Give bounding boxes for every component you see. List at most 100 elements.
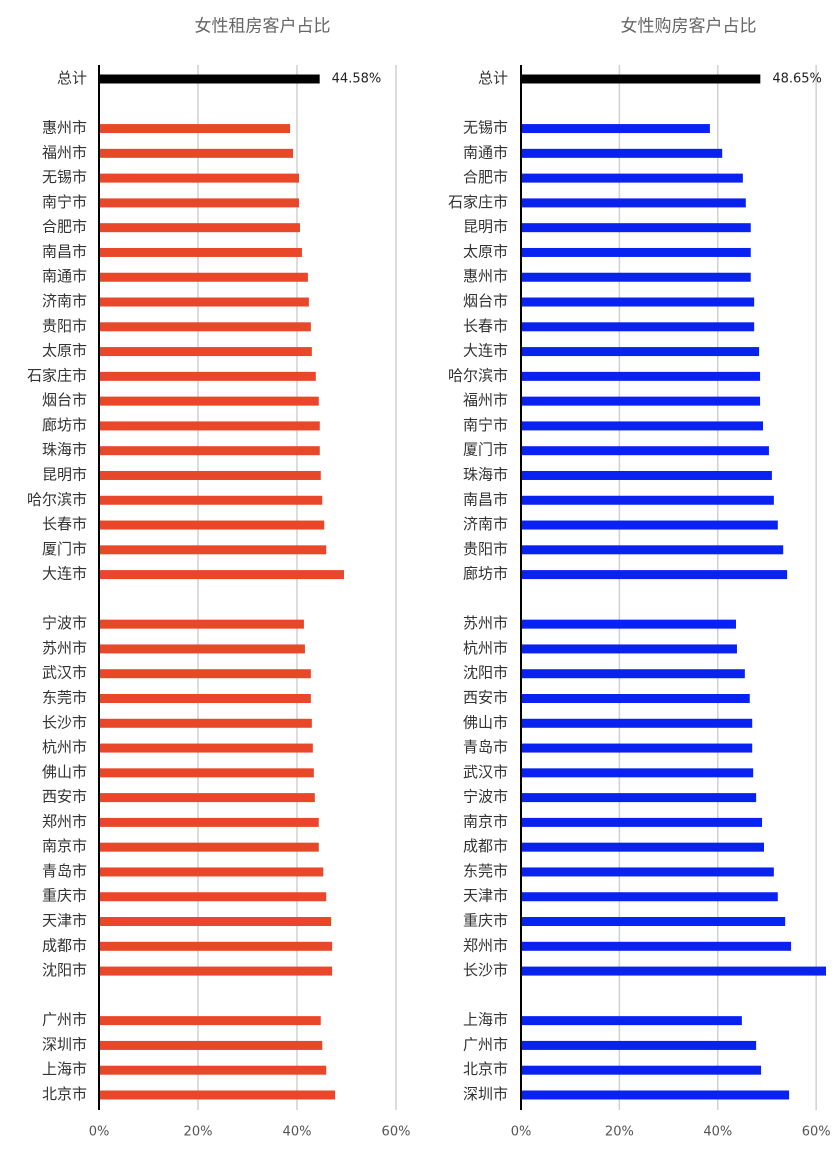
category-label: 石家庄市: [448, 193, 508, 211]
bar: [99, 619, 304, 629]
bar: [99, 1040, 323, 1050]
category-label: 石家庄市: [27, 366, 87, 384]
bar: [521, 124, 710, 134]
value-label: 44.58%: [332, 72, 382, 87]
category-label: 贵阳市: [463, 540, 508, 558]
category-label: 合肥市: [463, 168, 508, 186]
x-tick-label: 0%: [511, 1125, 532, 1140]
bar: [99, 470, 321, 480]
category-label: 佛山市: [463, 713, 508, 731]
bar: [521, 396, 761, 406]
bar: [521, 297, 755, 307]
x-tick-label: 40%: [703, 1125, 732, 1140]
bar: [521, 322, 755, 332]
category-label: 廊坊市: [463, 565, 508, 583]
category-label: 郑州市: [42, 812, 87, 830]
category-label: 南通市: [463, 143, 508, 161]
x-tick-label: 40%: [283, 1125, 312, 1140]
bar: [521, 817, 763, 827]
category-label: 武汉市: [463, 763, 508, 781]
bar: [521, 917, 786, 927]
bar: [99, 173, 299, 183]
bar: [521, 545, 784, 555]
category-label: 东莞市: [463, 862, 508, 880]
bar: [99, 694, 311, 703]
bar: [521, 223, 751, 233]
category-label: 深圳市: [463, 1085, 508, 1103]
category-label: 东莞市: [42, 689, 87, 707]
category-label: 重庆市: [463, 912, 508, 930]
bar: [99, 941, 333, 951]
bar: [521, 768, 754, 778]
bar: [521, 421, 764, 431]
category-label: 成都市: [463, 837, 508, 855]
category-label: 廊坊市: [42, 416, 87, 434]
bar: [99, 297, 309, 307]
category-label: 福州市: [42, 143, 87, 161]
bar: [521, 941, 792, 951]
bar: [99, 644, 305, 654]
bar: [99, 74, 320, 84]
bar: [99, 495, 323, 505]
category-label: 济南市: [463, 515, 508, 533]
category-label: 昆明市: [463, 218, 508, 236]
bar: [99, 223, 300, 233]
bar: [99, 545, 327, 555]
category-label: 烟台市: [463, 292, 508, 310]
bar: [99, 867, 324, 877]
category-label: 珠海市: [463, 465, 508, 483]
category-label: 佛山市: [42, 763, 87, 781]
category-label: 总计: [478, 69, 508, 87]
bar: [99, 198, 299, 208]
chart-title: 女性购房客户占比: [621, 17, 757, 37]
category-label: 总计: [57, 69, 87, 87]
category-label: 长春市: [42, 515, 87, 533]
category-label: 沈阳市: [42, 961, 87, 979]
category-label: 青岛市: [463, 738, 508, 756]
x-tick-label: 60%: [802, 1125, 831, 1140]
x-tick-label: 20%: [605, 1125, 634, 1140]
category-label: 北京市: [463, 1060, 508, 1078]
bar: [521, 470, 772, 480]
category-label: 惠州市: [463, 267, 508, 285]
category-label: 福州市: [463, 391, 508, 409]
category-label: 南昌市: [42, 242, 87, 260]
category-label: 厦门市: [463, 441, 508, 459]
category-label: 杭州市: [42, 738, 87, 756]
value-label: 48.65%: [772, 72, 822, 87]
bar: [99, 892, 327, 902]
category-label: 哈尔滨市: [27, 490, 87, 508]
category-label: 无锡市: [463, 119, 508, 137]
bar: [521, 198, 746, 208]
category-label: 苏州市: [463, 614, 508, 632]
category-label: 南京市: [463, 812, 508, 830]
bar: [99, 396, 319, 406]
bar: [521, 867, 774, 877]
bar: [99, 743, 313, 753]
category-label: 长沙市: [42, 713, 87, 731]
category-label: 广州市: [42, 1011, 87, 1029]
bar: [521, 842, 765, 852]
bar: [99, 148, 294, 158]
category-label: 太原市: [42, 342, 87, 360]
bar: [521, 74, 761, 84]
category-label: 贵阳市: [42, 317, 87, 335]
category-label: 宁波市: [42, 614, 87, 632]
bar: [99, 966, 333, 976]
bar: [99, 446, 320, 456]
bar: [521, 347, 760, 357]
x-tick-label: 60%: [382, 1125, 411, 1140]
bar: [521, 743, 753, 753]
bar: [99, 520, 325, 530]
bar: [521, 446, 769, 456]
category-label: 长沙市: [463, 961, 508, 979]
category-label: 广州市: [463, 1035, 508, 1053]
bar: [521, 892, 778, 902]
category-label: 沈阳市: [463, 664, 508, 682]
bar: [521, 520, 778, 530]
bar: [99, 669, 311, 679]
bar: [99, 124, 291, 134]
bar: [521, 793, 757, 803]
bar: [521, 1016, 742, 1026]
category-label: 无锡市: [42, 168, 87, 186]
